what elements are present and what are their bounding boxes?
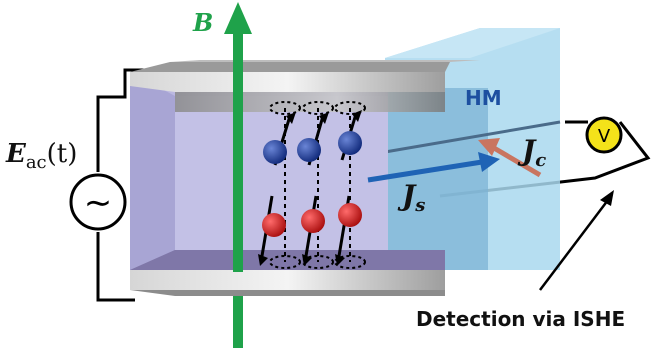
spin-ball	[297, 138, 321, 162]
magnetic-field-arrow	[224, 2, 252, 348]
charge-current-arrow	[478, 138, 542, 178]
charge-current-label: Jc	[517, 134, 546, 171]
source-label: Eac(t)	[5, 139, 77, 173]
down-spin-electrons	[262, 203, 362, 237]
spin-ball	[301, 209, 325, 233]
spin-arrowheads	[258, 110, 362, 266]
detection-label: Detection via ISHE	[416, 307, 625, 331]
ac-source: ∼	[69, 173, 127, 231]
ac-symbol: ∼	[84, 183, 113, 223]
spin-ball	[338, 203, 362, 227]
field-label: B	[192, 8, 213, 37]
heavy-metal-label: HM	[465, 86, 502, 110]
spin-ball	[338, 131, 362, 155]
bottom-electrode	[130, 250, 445, 296]
detection-pointer	[539, 190, 614, 291]
up-spin-electrons	[263, 131, 362, 164]
spin-current-arrow	[367, 152, 500, 183]
voltmeter-label: V	[598, 126, 611, 147]
spin-ball	[262, 213, 286, 237]
voltmeter: V	[585, 116, 623, 154]
spin-ball	[263, 140, 287, 164]
spin-current-label: Js	[397, 179, 425, 216]
